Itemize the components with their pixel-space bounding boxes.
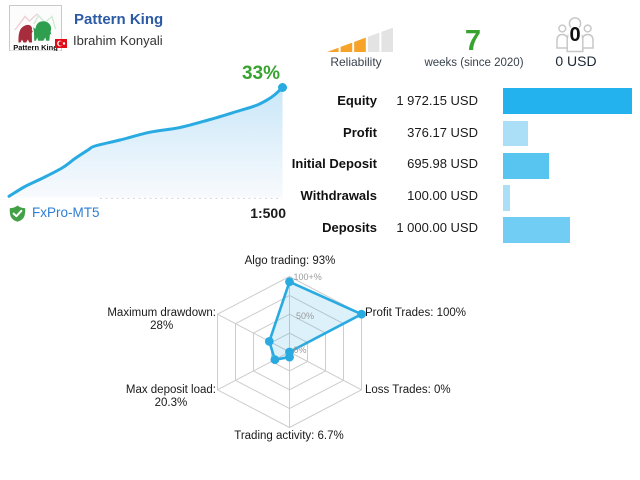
svg-text:Pattern King: Pattern King	[13, 43, 58, 51]
